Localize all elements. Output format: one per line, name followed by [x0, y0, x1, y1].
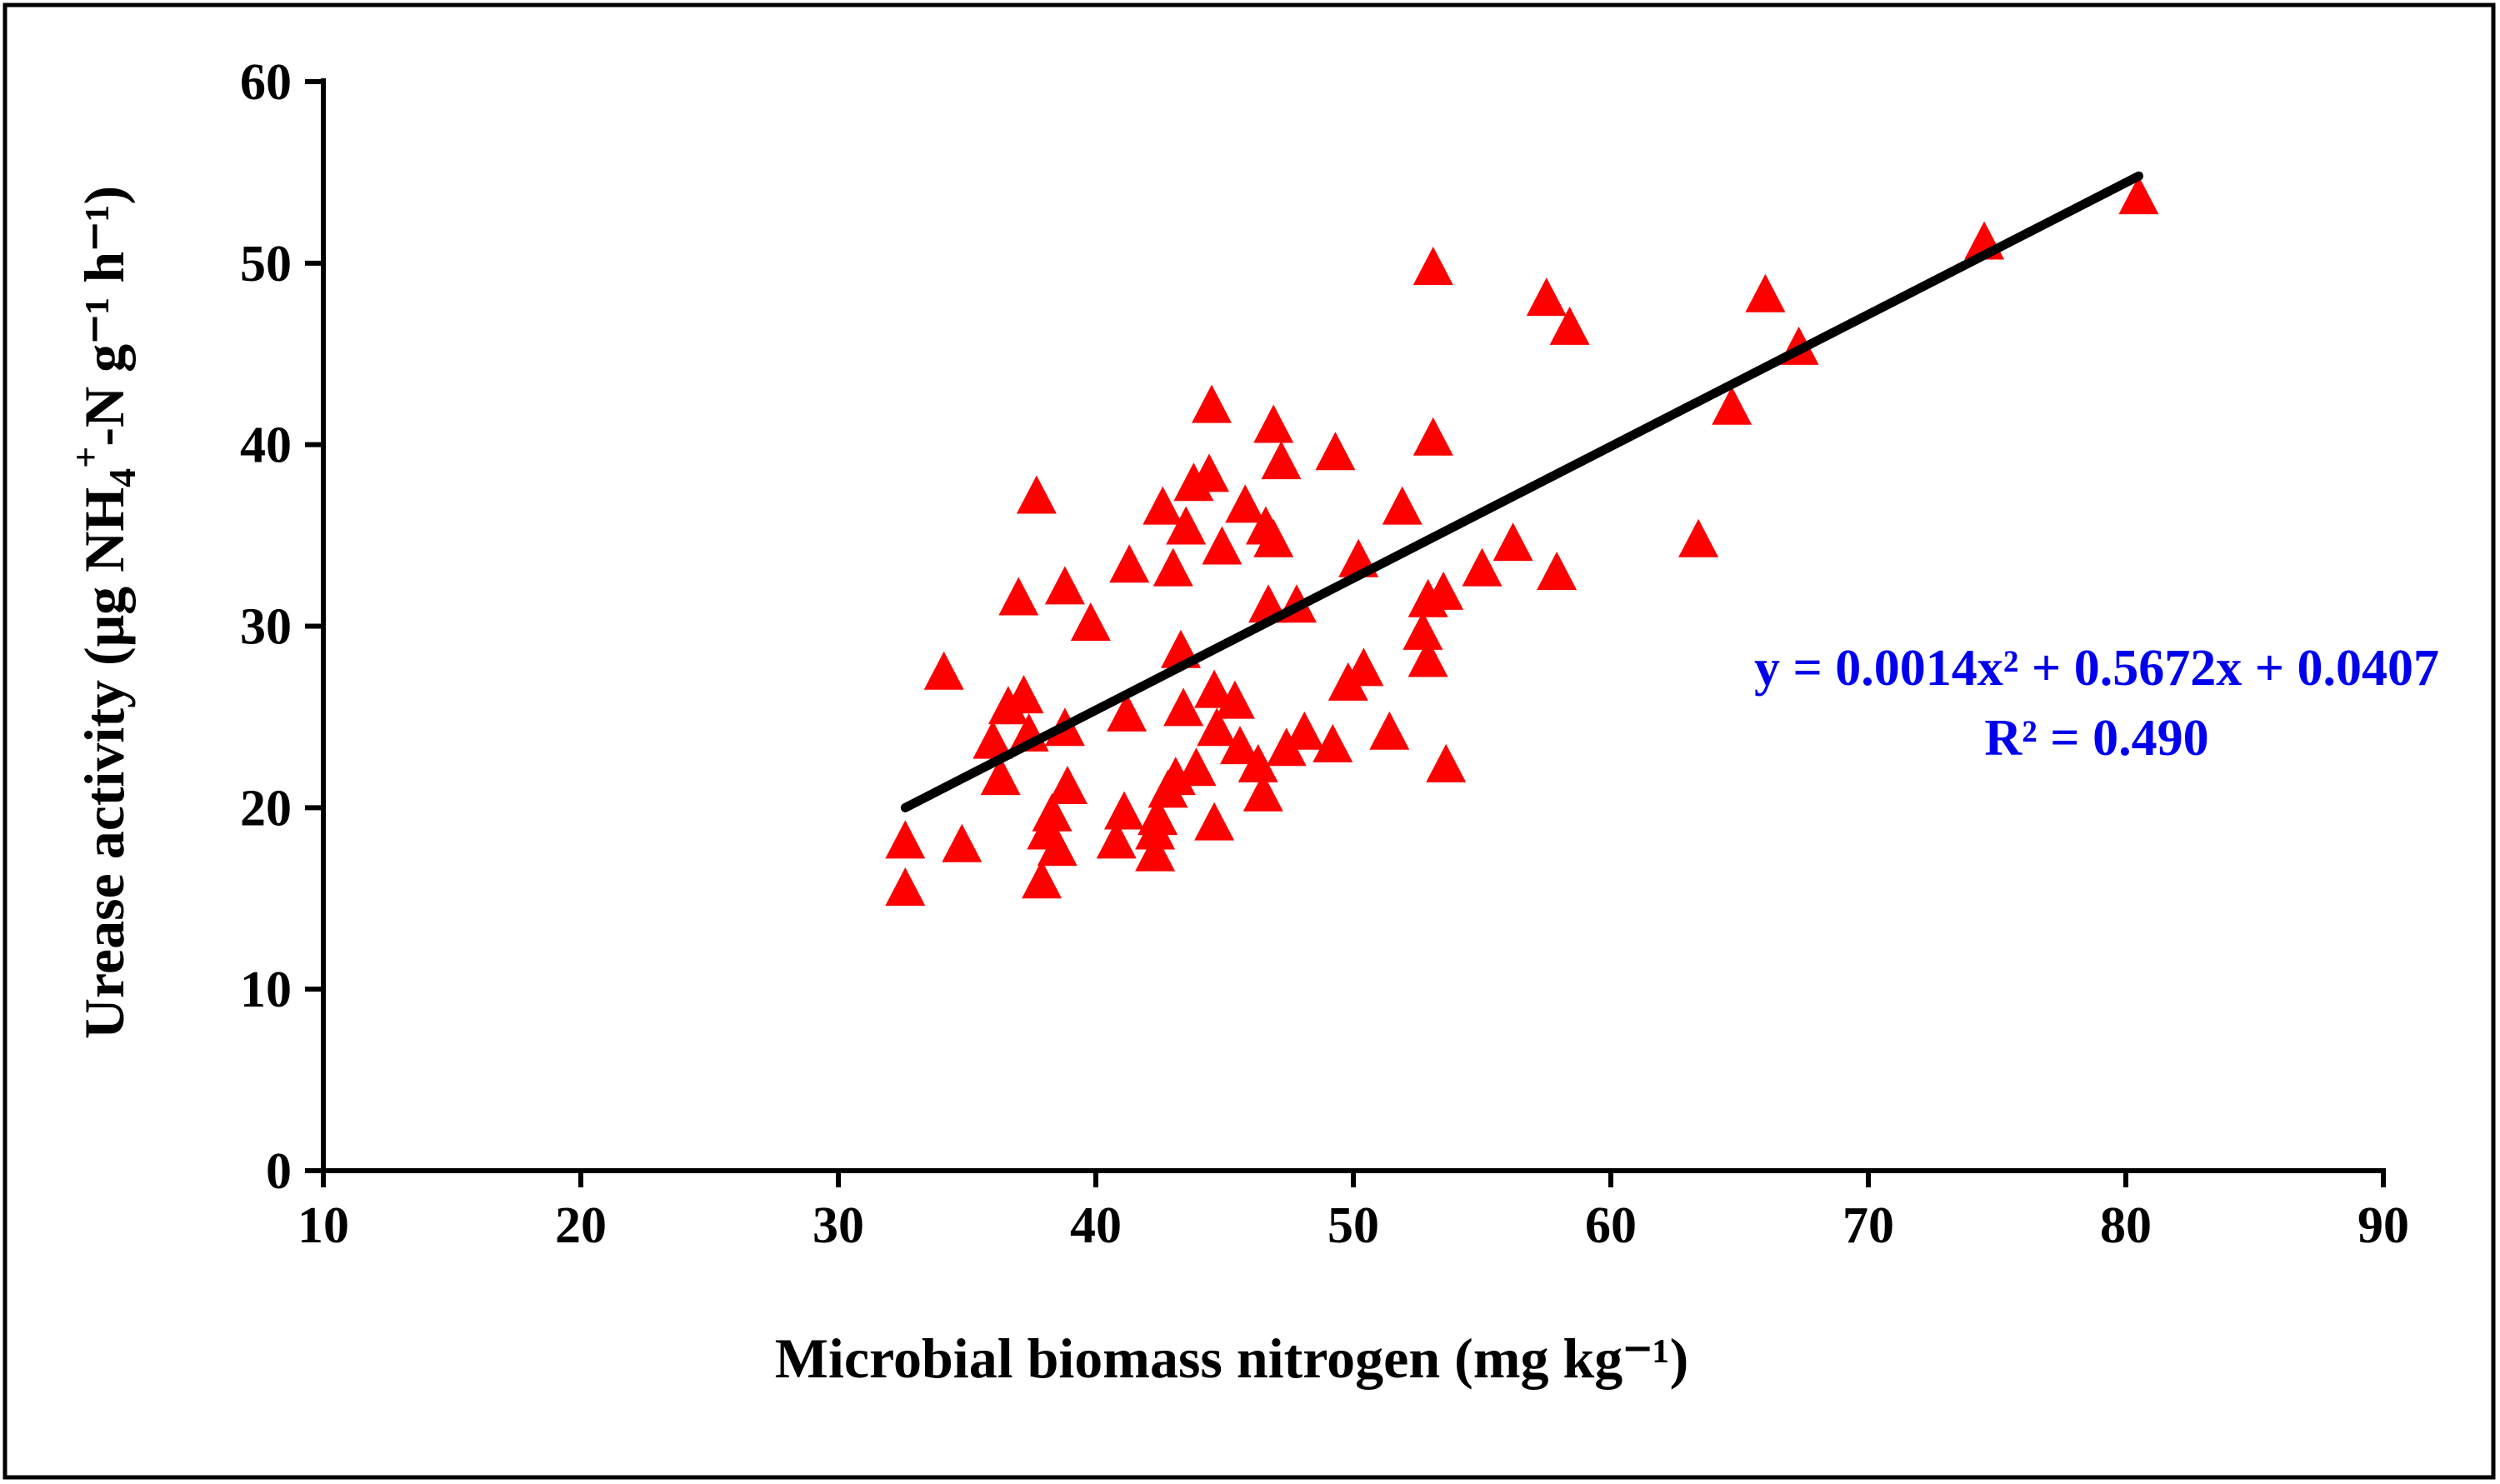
data-point-79: [2118, 176, 2159, 215]
x-tick-label-10: 10: [298, 1197, 349, 1254]
y-tick-label-10: 10: [240, 962, 292, 1018]
data-point-68: [1426, 743, 1467, 782]
data-point-14: [1032, 792, 1072, 832]
data-point-15: [1037, 827, 1078, 867]
data-point-1: [885, 820, 926, 859]
data-point-76: [1745, 273, 1786, 312]
data-point-46: [1242, 772, 1283, 812]
data-point-12: [1022, 860, 1062, 899]
data-point-54: [1284, 711, 1325, 750]
data-point-19: [1070, 602, 1111, 641]
data-point-41: [1202, 526, 1242, 565]
data-point-66: [1412, 417, 1453, 456]
data-point-74: [1678, 518, 1719, 557]
data-point-9: [1003, 675, 1044, 714]
y-axis-title-prefix: Urease activity (μg NH: [72, 487, 136, 1039]
data-point-75: [1712, 386, 1752, 425]
data-point-38: [1194, 669, 1235, 708]
r-squared-label: R² = 0.490: [1984, 710, 2208, 767]
data-point-69: [1462, 547, 1502, 587]
data-point-50: [1253, 518, 1294, 557]
x-tick-label-40: 40: [1070, 1197, 1122, 1254]
data-point-56: [1315, 432, 1356, 471]
y-axis-title-suffix: -N g⁻¹ h⁻¹): [72, 186, 136, 447]
data-point-27: [1142, 486, 1183, 525]
data-point-67: [1423, 571, 1464, 610]
y-axis-title-subscript: 4: [101, 468, 143, 487]
x-tick-label-70: 70: [1842, 1197, 1894, 1254]
data-point-3: [923, 651, 964, 690]
data-point-11: [1016, 475, 1057, 514]
y-tick-label-30: 30: [240, 599, 292, 656]
data-point-62: [1402, 611, 1443, 650]
y-tick-label-50: 50: [240, 236, 292, 292]
data-point-23: [1109, 544, 1150, 583]
y-tick-label-60: 60: [240, 54, 292, 111]
data-point-37: [1192, 384, 1232, 423]
data-point-73: [1549, 306, 1590, 345]
x-tick-label-80: 80: [2100, 1197, 2152, 1254]
data-point-60: [1369, 711, 1410, 750]
data-point-33: [1166, 506, 1207, 545]
data-point-65: [1412, 247, 1453, 285]
data-point-6: [980, 757, 1021, 796]
regression-equation: y = 0.0014x² + 0.5672x + 0.0407: [1754, 640, 2439, 697]
data-point-61: [1382, 486, 1422, 525]
data-point-8: [998, 577, 1039, 616]
x-axis-title: Microbial biomass nitrogen (mg kg⁻¹): [775, 1327, 1688, 1390]
data-point-63: [1408, 638, 1448, 677]
data-point-42: [1214, 680, 1255, 719]
data-point-24: [1135, 832, 1176, 872]
data-point-35: [1176, 747, 1217, 787]
data-point-2: [885, 867, 926, 906]
data-point-32: [1163, 687, 1204, 727]
data-point-44: [1225, 484, 1266, 523]
data-point-21: [1104, 791, 1144, 830]
x-tick-label-90: 90: [2358, 1197, 2409, 1254]
data-point-4: [942, 823, 982, 862]
data-point-20: [1096, 820, 1137, 859]
y-axis-title: Urease activity (μg NH4+-N g⁻¹ h⁻¹): [64, 186, 143, 1039]
y-tick-label-20: 20: [240, 780, 292, 837]
data-point-36: [1189, 453, 1229, 492]
x-tick-label-20: 20: [555, 1197, 607, 1254]
y-tick-label-0: 0: [266, 1143, 292, 1200]
data-point-40: [1197, 707, 1238, 747]
x-tick-label-60: 60: [1585, 1197, 1637, 1254]
y-axis-title-superscript: +: [64, 447, 107, 468]
data-point-45: [1238, 743, 1278, 782]
trendline: [900, 171, 2143, 812]
data-point-39: [1194, 802, 1235, 841]
data-point-49: [1253, 404, 1294, 443]
data-point-22: [1107, 692, 1148, 732]
data-points: [885, 176, 2159, 906]
data-point-72: [1537, 552, 1578, 590]
data-point-51: [1261, 441, 1302, 480]
x-tick-label-30: 30: [812, 1197, 864, 1254]
axes: [305, 78, 2386, 1187]
y-tick-label-40: 40: [240, 417, 292, 474]
data-point-55: [1312, 723, 1353, 762]
data-point-5: [972, 720, 1013, 759]
data-point-71: [1526, 277, 1567, 317]
data-point-43: [1220, 726, 1260, 765]
trendline-layer: [900, 171, 2143, 812]
data-point-18: [1048, 766, 1088, 804]
data-point-59: [1343, 647, 1384, 687]
data-point-29: [1152, 547, 1193, 587]
data-point-17: [1044, 566, 1085, 605]
data-point-70: [1492, 522, 1533, 562]
x-tick-label-50: 50: [1328, 1197, 1379, 1254]
data-point-26: [1138, 797, 1178, 836]
